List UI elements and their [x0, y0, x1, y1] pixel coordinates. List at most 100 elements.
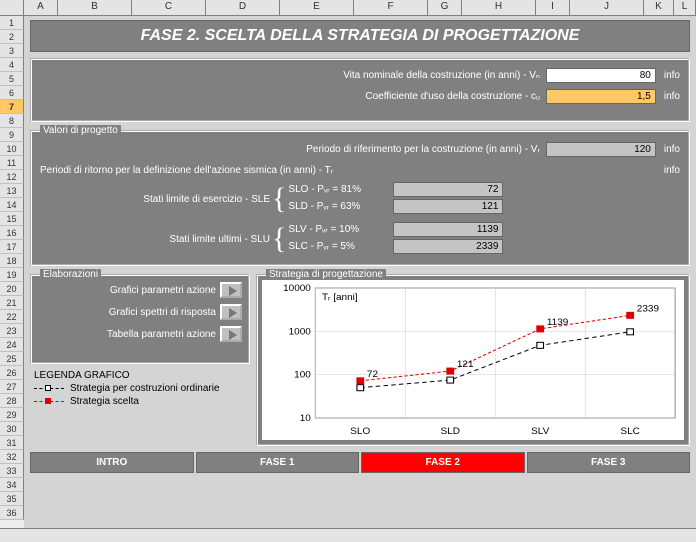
legenda-ord: Strategia per costruzioni ordinarie	[70, 383, 220, 394]
row-header[interactable]: 18	[0, 254, 24, 268]
svg-text:2339: 2339	[637, 304, 659, 314]
coeff-uso-input[interactable]	[546, 89, 656, 104]
elab-action[interactable]: Grafici parametri azione	[38, 282, 242, 298]
row-header[interactable]: 16	[0, 226, 24, 240]
row-header[interactable]: 17	[0, 240, 24, 254]
row-header[interactable]: 29	[0, 408, 24, 422]
vita-nominale-input[interactable]	[546, 68, 656, 83]
arrow-icon[interactable]	[220, 326, 242, 342]
row-header[interactable]: 24	[0, 338, 24, 352]
row-header[interactable]: 34	[0, 478, 24, 492]
periodo-rif-value: 120	[546, 142, 656, 157]
arrow-icon[interactable]	[220, 282, 242, 298]
col-header[interactable]: D	[206, 0, 280, 15]
status-bar	[0, 528, 696, 542]
svg-text:100: 100	[294, 370, 311, 380]
row-header[interactable]: 20	[0, 282, 24, 296]
row-header[interactable]: 25	[0, 352, 24, 366]
input-section: Vita nominale della costruzione (in anni…	[30, 58, 690, 122]
row-header[interactable]: 10	[0, 142, 24, 156]
slv-label: SLV - Pᵥᵣ = 10%	[288, 224, 393, 235]
elaborazioni-group: Elaborazioni Grafici parametri azioneGra…	[30, 274, 250, 364]
legenda-scelta: Strategia scelta	[70, 396, 139, 407]
svg-text:10000: 10000	[283, 283, 311, 293]
svg-text:10: 10	[300, 413, 311, 423]
elab-action[interactable]: Tabella parametri azione	[38, 326, 242, 342]
valori-progetto-group: Valori di progetto Periodo di riferiment…	[30, 130, 690, 266]
vita-nominale-info[interactable]: info	[664, 70, 680, 81]
col-header[interactable]: A	[24, 0, 58, 15]
slv-value: 1139	[393, 222, 503, 237]
row-header[interactable]: 19	[0, 268, 24, 282]
col-header[interactable]: J	[570, 0, 644, 15]
svg-text:72: 72	[367, 369, 378, 379]
row-header[interactable]: 1	[0, 16, 24, 30]
col-header[interactable]: B	[58, 0, 132, 15]
row-header[interactable]: 35	[0, 492, 24, 506]
row-header[interactable]: 27	[0, 380, 24, 394]
slo-label: SLO - Pᵥᵣ = 81%	[288, 184, 393, 195]
svg-text:121: 121	[457, 360, 474, 370]
periodo-rif-info[interactable]: info	[664, 144, 680, 155]
col-header[interactable]: I	[536, 0, 570, 15]
elab-action[interactable]: Grafici spettri di risposta	[38, 304, 242, 320]
vita-nominale-label: Vita nominale della costruzione (in anni…	[40, 70, 546, 81]
row-header[interactable]: 3	[0, 44, 24, 58]
col-header[interactable]: K	[644, 0, 674, 15]
col-header[interactable]: C	[132, 0, 206, 15]
row-header[interactable]: 15	[0, 212, 24, 226]
row-header[interactable]: 21	[0, 296, 24, 310]
row-header[interactable]: 4	[0, 58, 24, 72]
row-header[interactable]: 31	[0, 436, 24, 450]
row-header[interactable]: 14	[0, 198, 24, 212]
row-header[interactable]: 28	[0, 394, 24, 408]
slo-value: 72	[393, 182, 503, 197]
slc-value: 2339	[393, 239, 503, 254]
row-header[interactable]: 5	[0, 72, 24, 86]
coeff-uso-info[interactable]: info	[664, 91, 680, 102]
slc-label: SLC - Pᵥᵣ = 5%	[288, 241, 393, 252]
svg-text:1139: 1139	[547, 317, 568, 327]
page-banner: FASE 2. SCELTA DELLA STRATEGIA DI PROGET…	[30, 20, 690, 52]
sld-value: 121	[393, 199, 503, 214]
row-header[interactable]: 8	[0, 114, 24, 128]
chart-box: Strategia di progettazione 1010010001000…	[256, 274, 690, 446]
coeff-uso-label: Coefficiente d'uso della costruzione - c…	[40, 91, 546, 102]
row-header[interactable]: 11	[0, 156, 24, 170]
periodi-ritorno-info[interactable]: info	[664, 165, 680, 176]
nav-tab[interactable]: FASE 3	[527, 452, 691, 473]
row-header[interactable]: 7	[0, 100, 24, 114]
row-header[interactable]: 2	[0, 30, 24, 44]
col-header[interactable]: L	[674, 0, 696, 15]
col-header[interactable]: G	[428, 0, 462, 15]
col-header[interactable]: F	[354, 0, 428, 15]
nav-tab[interactable]: INTRO	[30, 452, 194, 473]
row-header[interactable]: 26	[0, 366, 24, 380]
sld-label: SLD - Pᵥᵣ = 63%	[288, 201, 393, 212]
row-header[interactable]: 9	[0, 128, 24, 142]
row-header[interactable]: 6	[0, 86, 24, 100]
arrow-icon[interactable]	[220, 304, 242, 320]
periodi-ritorno-label: Periodi di ritorno per la definizione de…	[40, 165, 656, 176]
chart-title: Strategia di progettazione	[266, 269, 386, 280]
sle-label: Stati limite di esercizio - SLE	[40, 194, 270, 205]
nav-tab[interactable]: FASE 2	[361, 452, 525, 473]
col-header[interactable]: E	[280, 0, 354, 15]
row-header[interactable]: 13	[0, 184, 24, 198]
svg-text:SLO: SLO	[350, 426, 370, 436]
legenda-title: LEGENDA GRAFICO	[34, 370, 246, 381]
svg-text:SLD: SLD	[441, 426, 461, 436]
row-header[interactable]: 12	[0, 170, 24, 184]
row-header[interactable]: 36	[0, 506, 24, 520]
row-header[interactable]: 30	[0, 422, 24, 436]
svg-text:SLV: SLV	[531, 426, 550, 436]
col-header[interactable]: H	[462, 0, 536, 15]
brace-icon: {	[272, 224, 286, 254]
row-header[interactable]: 32	[0, 450, 24, 464]
brace-icon: {	[272, 184, 286, 214]
row-header[interactable]: 23	[0, 324, 24, 338]
nav-tab[interactable]: FASE 1	[196, 452, 360, 473]
row-header[interactable]: 33	[0, 464, 24, 478]
row-header[interactable]: 22	[0, 310, 24, 324]
legenda-grafico: LEGENDA GRAFICO Strategia per costruzion…	[30, 364, 250, 413]
